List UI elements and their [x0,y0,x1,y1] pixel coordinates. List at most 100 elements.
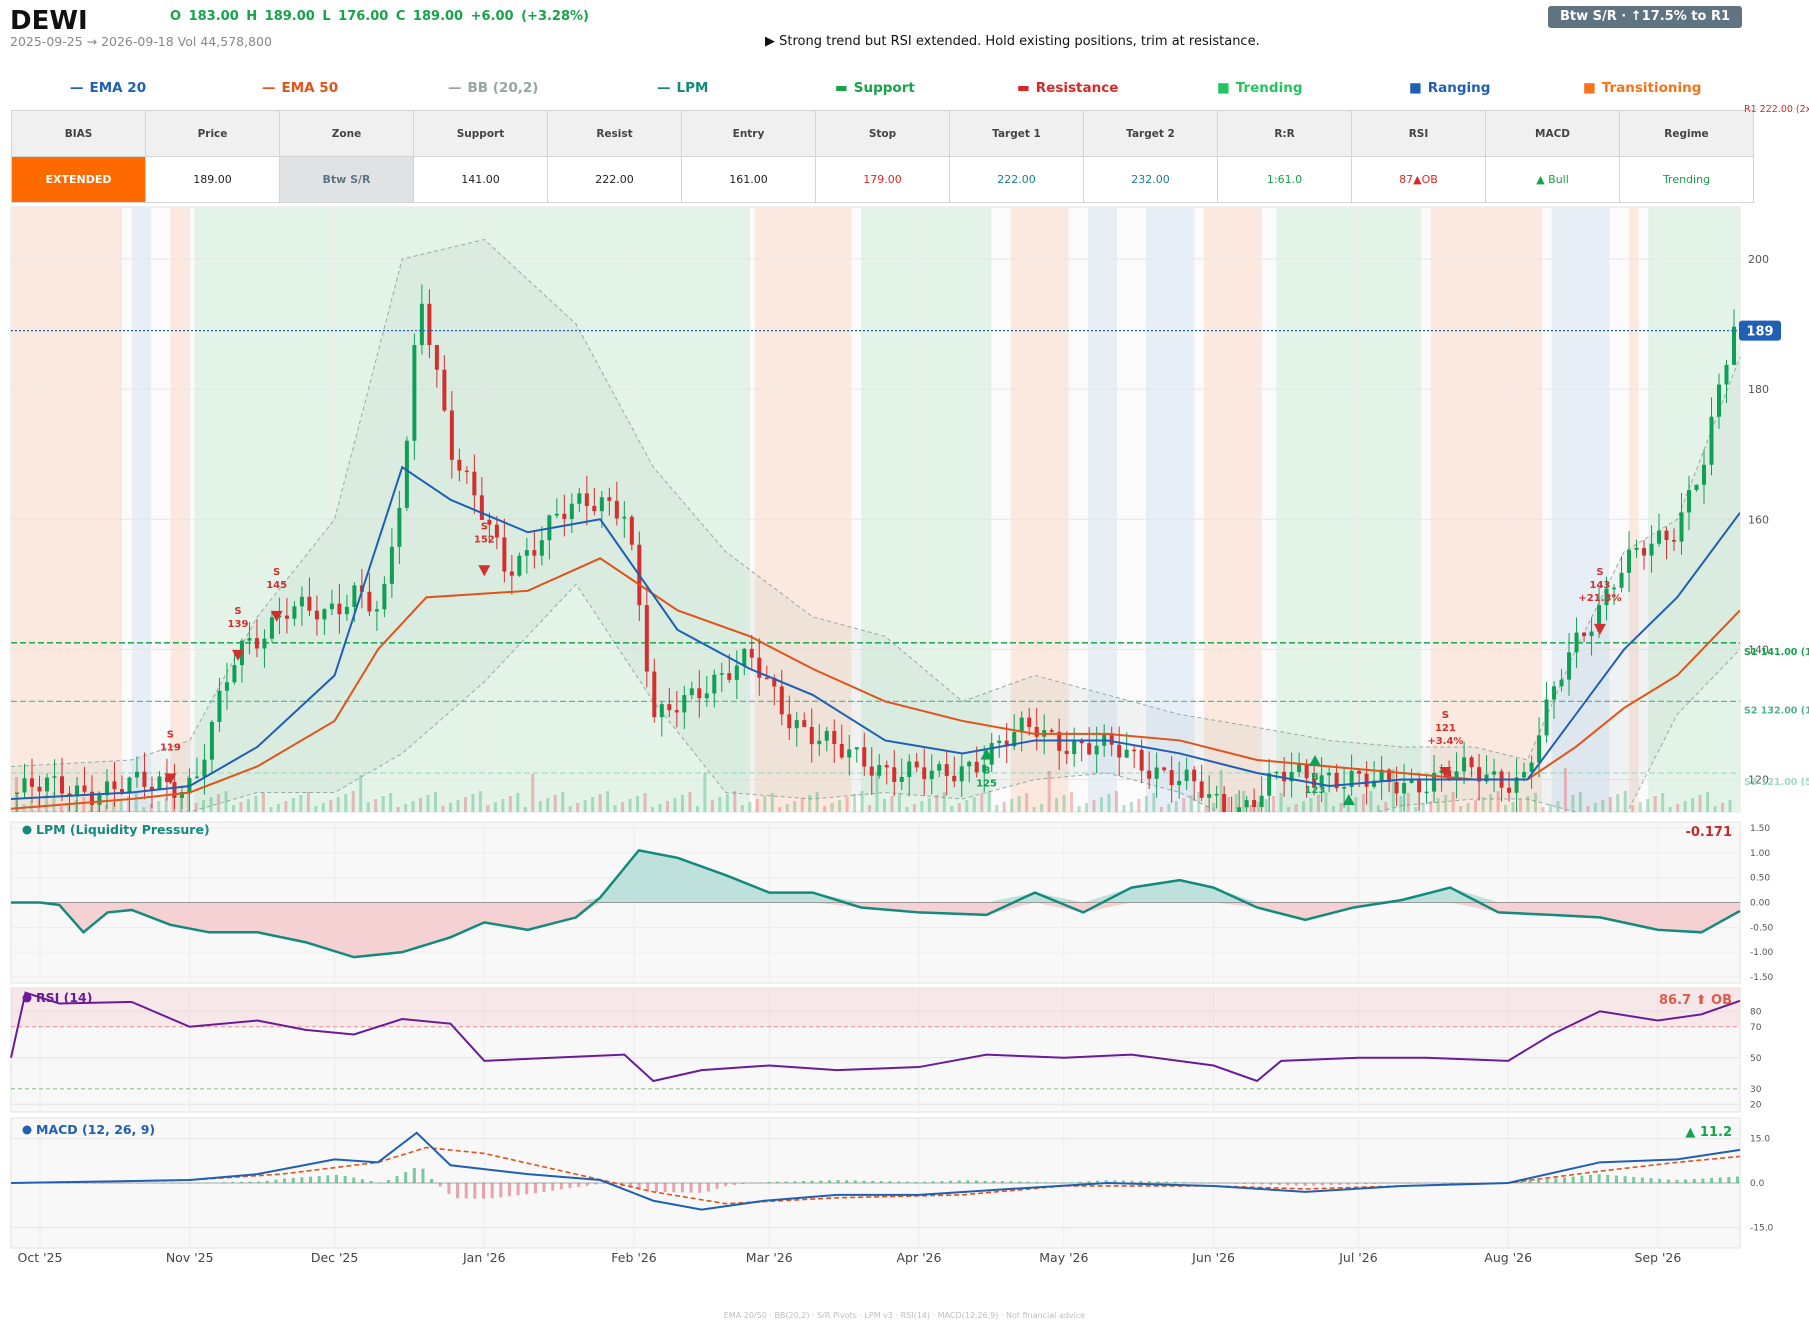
macd-histogram-bar [1710,1177,1714,1183]
sell-label: 139 [228,619,249,630]
candle-body [1237,807,1242,812]
volume-bar [1713,806,1717,812]
macd-histogram-bar [741,1183,745,1185]
price-tick-label: 160 [1748,513,1769,526]
price-plot: S119S139S145S152B125B123B117S121+3.4%S14… [11,207,1740,812]
macd-histogram-bar [360,1179,364,1183]
volume-bar [972,797,976,812]
candle-body [1432,772,1437,792]
candle-body [494,524,499,538]
macd-histogram-bar [1701,1178,1705,1183]
volume-bar [1070,792,1074,812]
rsi-title: RSI (14) [36,990,92,1005]
legend-item-support[interactable]: ▬ Support [835,80,915,96]
candle-body [1537,735,1542,763]
macd-histogram-bar [646,1183,650,1191]
macd-histogram-bar [603,1183,607,1184]
macd-histogram-bar [1416,1183,1420,1184]
legend-item-transitioning[interactable]: ■ Transitioning [1583,80,1701,96]
rsi-tick-label: 20 [1750,1100,1762,1110]
sell-marker [1439,766,1452,778]
legend-item-ranging[interactable]: ■ Ranging [1409,80,1490,96]
macd-histogram-bar [179,1183,183,1184]
volume-bar [1227,797,1231,812]
regime-band-transitioning [1628,207,1639,812]
candle-body [352,585,357,607]
candle-body [97,795,102,805]
volume-bar [202,800,206,812]
candle-body [854,747,859,750]
macd-histogram-bar [966,1180,970,1183]
volume-bar [1489,794,1493,812]
candle-body [202,759,207,777]
macd-histogram-bar [1104,1180,1108,1183]
macd-histogram-bar [923,1181,927,1183]
macd-histogram-bar [871,1180,875,1183]
macd-histogram-bar [1649,1178,1653,1183]
volume-bar [1631,805,1635,812]
candle-body [674,710,679,713]
regime-band-ranging [131,207,152,812]
candle-body [742,648,747,666]
volume-bar [501,799,505,812]
volume-bar [1414,807,1418,812]
volume-bar [1496,791,1500,812]
macd-histogram-bar [213,1182,217,1184]
legend-label: LPM [676,80,709,96]
candle-body [509,571,514,576]
sell-label: +21.3% [1578,593,1621,604]
legend-swatch: ■ [1583,80,1596,96]
candle-body [1439,770,1444,773]
legend-item-trending[interactable]: ■ Trending [1217,80,1302,96]
macd-histogram-bar [568,1183,572,1189]
volume-bar [351,791,355,812]
legend-item-bb-20-2[interactable]: — BB (20,2) [448,80,538,96]
macd-histogram-bar [974,1180,978,1183]
volume-bar [1077,806,1081,812]
level-label: S2 132.00 (19x) [1744,705,1809,716]
lpm-title: LPM (Liquidity Pressure) [36,822,210,837]
macd-histogram-bar [888,1181,892,1183]
macd-tick-label: 15.0 [1750,1135,1770,1145]
candle-body [487,519,492,525]
volume-bar [516,793,520,812]
candle-body [457,459,462,471]
volume-bar [1092,800,1096,812]
legend-item-ema-50[interactable]: — EMA 50 [262,80,338,96]
macd-histogram-bar [1450,1183,1454,1184]
candle-body [337,603,342,615]
candle-body [44,777,49,792]
candle-body [554,513,559,516]
volume-bar [1309,798,1313,812]
volume-bar [478,791,482,812]
candle-body [1552,686,1557,700]
volume-bar [1653,796,1657,812]
macd-histogram-bar [611,1183,615,1186]
candle-body [824,730,829,741]
candle-body [1207,794,1212,798]
candle-body [1282,771,1287,782]
sell-label: +3.4% [1427,736,1463,747]
volume-bar [1122,805,1126,812]
macd-histogram-bar [698,1183,702,1193]
volume-bar [1025,793,1029,812]
macd-histogram-bar [196,1182,200,1184]
macd-histogram-bar [629,1183,633,1188]
macd-histogram-bar [248,1181,252,1183]
candle-body [1702,464,1707,485]
candle-body [1297,763,1302,772]
volume-bar [411,801,415,812]
legend-item-ema-20[interactable]: — EMA 20 [70,80,146,96]
macd-histogram-bar [654,1183,658,1192]
macd-histogram-bar [412,1168,416,1183]
volume-bar [1167,804,1171,812]
table-header-zone: Zone [279,110,414,157]
legend-item-lpm[interactable]: — LPM [657,80,708,96]
macd-histogram-bar [1346,1183,1350,1185]
volume-bar [1085,803,1089,812]
legend-item-resistance[interactable]: ▬ Resistance [1017,80,1118,96]
sell-label: 152 [474,534,495,545]
sell-label: S [1596,567,1603,578]
candle-body [1477,767,1482,782]
